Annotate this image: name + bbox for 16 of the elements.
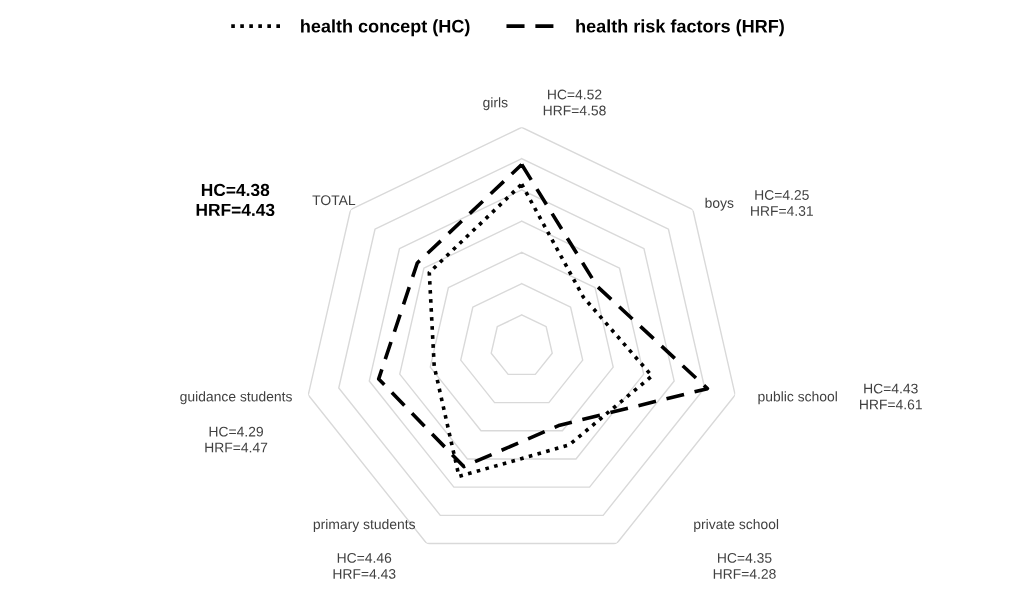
text: HC=4.46 HRF=4.43	[333, 553, 396, 579]
legend-label: health risk factors (HRF)	[576, 19, 784, 37]
text: HC=4.43 HRF=4.61	[860, 383, 922, 410]
text: HC=4.35 HRF=4.28	[713, 553, 776, 579]
spoke-label: public school	[758, 391, 837, 405]
text: HC=4.29 HRF=4.47	[205, 426, 268, 453]
spoke-label: guidance students	[180, 391, 292, 405]
spoke-label: primary students	[313, 518, 416, 532]
spoke-label: girls	[483, 97, 508, 111]
text: HC=4.25 HRF=4.31	[751, 190, 813, 216]
spoke-label: TOTAL	[312, 195, 356, 206]
text: HC=4.52 HRF=4.58	[543, 89, 606, 116]
legend-label: health concept (HC)	[301, 19, 470, 37]
spoke-label: private school	[694, 518, 779, 532]
text: HC=4.38 HRF=4.43	[196, 183, 275, 217]
spoke-label: boys	[705, 197, 734, 211]
